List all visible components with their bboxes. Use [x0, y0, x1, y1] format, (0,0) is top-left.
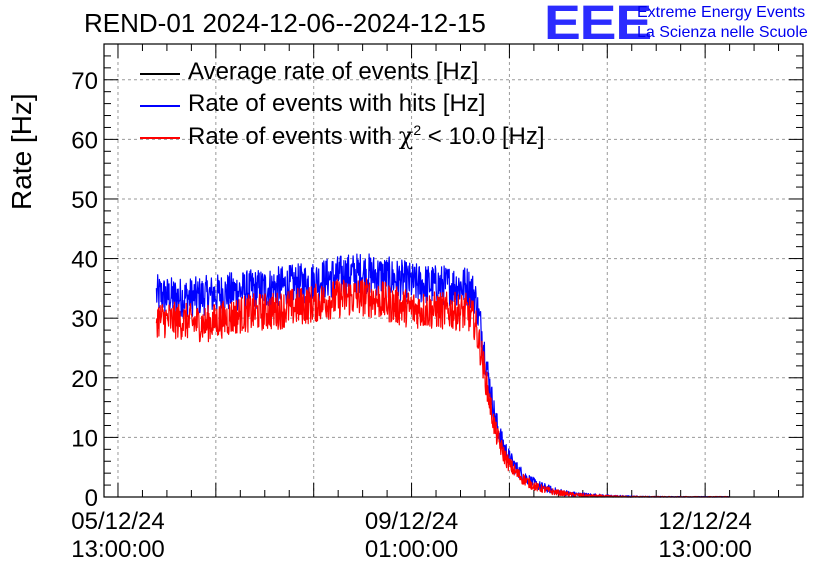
legend-label-hits: Rate of events with hits [Hz]: [188, 90, 486, 117]
legend-chi2-symbol: χ: [398, 122, 414, 150]
y-tick-label: 10: [71, 425, 98, 452]
x-tick-label-time: 13:00:00: [71, 536, 164, 563]
legend-chi2-tail: < 10.0 [Hz]: [421, 123, 545, 150]
y-tick-label: 40: [71, 247, 98, 274]
y-tick-label: 0: [85, 485, 98, 512]
y-tick-label: 60: [71, 127, 98, 154]
y-tick-label: 30: [71, 306, 98, 333]
x-tick-label-date: 05/12/24: [71, 508, 164, 535]
eee-logo: EEE: [544, 0, 652, 50]
legend-label-average: Average rate of events [Hz]: [188, 58, 479, 85]
y-tick-label: 50: [71, 187, 98, 214]
x-tick-label-time: 01:00:00: [365, 536, 458, 563]
chart-title: REND-01 2024-12-06--2024-12-15: [84, 8, 486, 38]
logo-line-2: La Scienza nelle Scuole: [637, 24, 808, 41]
x-tick-label-time: 13:00:00: [658, 536, 751, 563]
legend-swatch-average: [140, 73, 180, 75]
y-tick-label: 20: [71, 366, 98, 393]
x-tick-label-date: 12/12/24: [658, 508, 751, 535]
legend-chi2-main: Rate of events with: [188, 123, 399, 150]
x-tick-label-date: 09/12/24: [365, 508, 458, 535]
logo-line-1: Extreme Energy Events: [637, 4, 806, 21]
plot-area: [104, 44, 803, 497]
plot-frame: [103, 43, 804, 498]
legend-swatch-chi2: [140, 137, 180, 139]
y-axis-label: Rate [Hz]: [6, 93, 37, 210]
y-tick-label: 70: [71, 68, 98, 95]
legend-swatch-hits: [140, 105, 180, 107]
legend-chi2-exponent: 2: [413, 122, 422, 138]
legend-label-chi2: Rate of events with χ2 < 10.0 [Hz]: [188, 122, 545, 151]
